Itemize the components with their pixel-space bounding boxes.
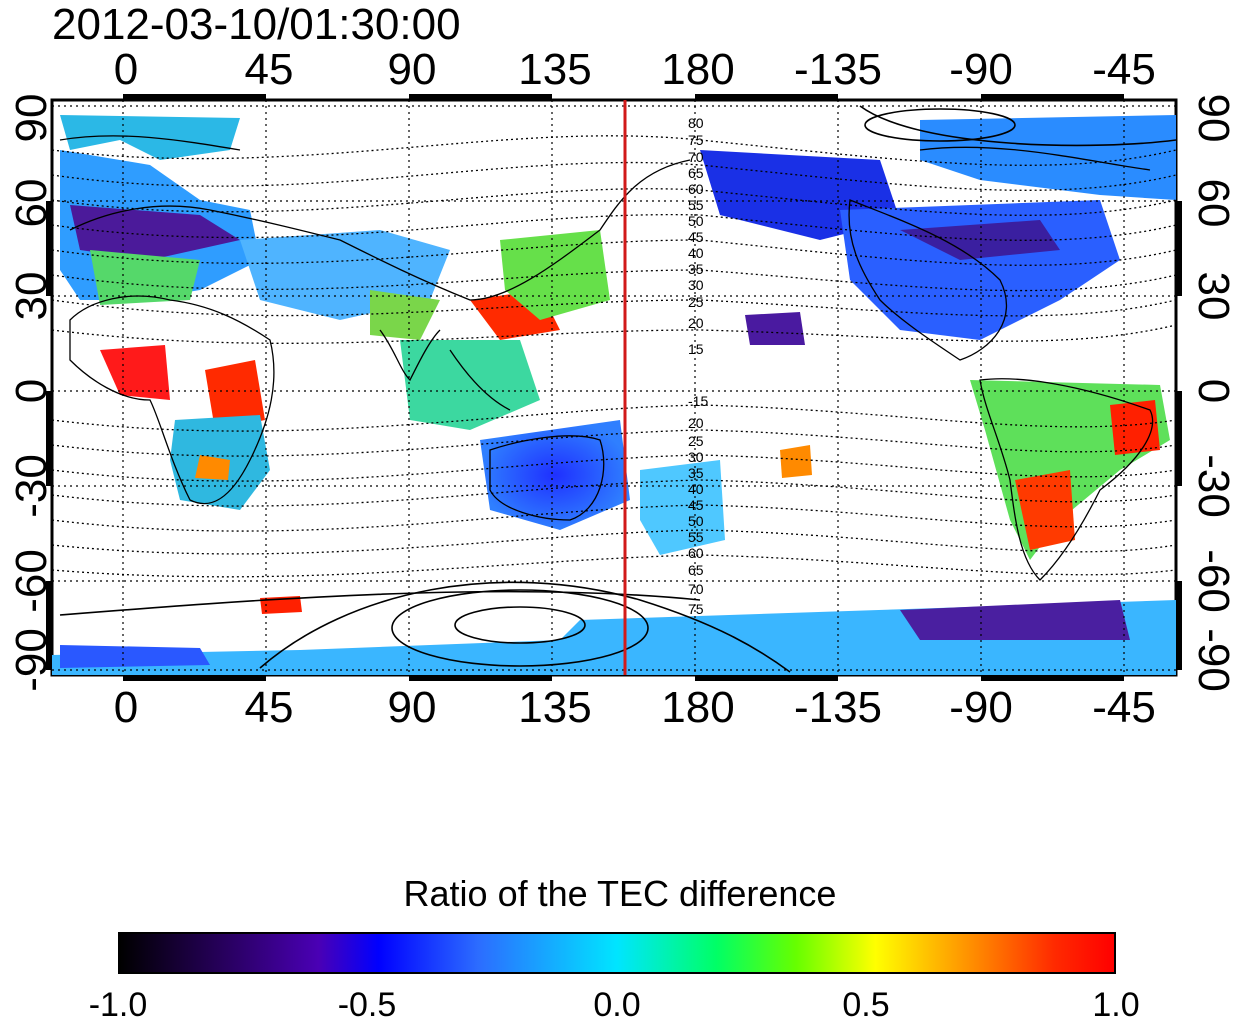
lon-tick-bottom-90: 90 <box>387 683 437 732</box>
polar-contours <box>59 105 1176 673</box>
contour-label-n-20: 20 <box>688 315 704 331</box>
contour-label-s-40: 40 <box>688 481 704 497</box>
lat-tick-right-m90: -90 <box>1189 628 1238 692</box>
lat-tick-left-30: 30 <box>7 271 56 321</box>
contour-label-s-60: 60 <box>688 545 704 561</box>
colorbar-tick-0: 0.0 <box>593 986 641 1024</box>
colorbar <box>118 932 1116 974</box>
colorbar-tick-05: 0.5 <box>842 986 890 1024</box>
contour-label-n-15: 15 <box>688 341 704 357</box>
contour-label-n-40: 40 <box>688 245 704 261</box>
contour-label-n-50: 50 <box>688 213 704 229</box>
coastlines <box>59 135 1154 581</box>
contour-label-n-65: 65 <box>688 165 704 181</box>
lon-tick-bottom-m135: -135 <box>793 683 883 732</box>
colorbar-tick-1: 1.0 <box>1092 986 1140 1024</box>
contour-label-n-25: 25 <box>688 294 704 310</box>
lat-tick-left-m30: -30 <box>7 454 56 518</box>
lon-tick-bottom-m90: -90 <box>949 683 1013 732</box>
lon-tick-bottom-m45: -45 <box>1092 683 1156 732</box>
lon-tick-bottom-180: 180 <box>661 683 735 732</box>
contour-label-n-70: 70 <box>688 149 704 165</box>
contour-label-n-45: 45 <box>688 229 704 245</box>
lat-tick-right-60: 60 <box>1189 178 1238 228</box>
lon-tick-top-m45: -45 <box>1092 45 1156 94</box>
lon-tick-top-135: 135 <box>518 45 592 94</box>
map-title: 2012-03-10/01:30:00 <box>52 0 461 49</box>
colorbar-title: Ratio of the TEC difference <box>403 873 837 914</box>
lat-tick-left-0: 0 <box>7 378 56 404</box>
lon-tick-bottom-45: 45 <box>244 683 294 732</box>
lon-tick-bottom-135: 135 <box>518 683 592 732</box>
colorbar-tick-m1: -1.0 <box>88 986 148 1024</box>
lat-tick-right-30: 30 <box>1189 271 1238 321</box>
axis-tick-bars <box>46 94 1182 681</box>
lon-tick-top-45: 45 <box>244 45 294 94</box>
contour-label-s-35: 35 <box>688 465 704 481</box>
contour-label-n-55: 55 <box>688 197 704 213</box>
lon-tick-bottom-0: 0 <box>113 683 139 732</box>
lat-tick-right-0: 0 <box>1189 378 1238 404</box>
lon-tick-top-m135: -135 <box>793 45 883 94</box>
lat-tick-left-m60: -60 <box>7 549 56 613</box>
contour-label-n-60: 60 <box>688 181 704 197</box>
contour-label-s-75: 75 <box>688 601 704 617</box>
colorbar-tick-m05: -0.5 <box>337 986 397 1024</box>
lon-tick-top-m90: -90 <box>949 45 1013 94</box>
contour-label-s-30: 30 <box>688 449 704 465</box>
lon-tick-top-0: 0 <box>113 45 139 94</box>
lat-tick-left-60: 60 <box>7 178 56 228</box>
lat-tick-right-m30: -30 <box>1189 454 1238 518</box>
magnetic-contours <box>52 135 1176 578</box>
lat-tick-left-m90: -90 <box>7 628 56 692</box>
lat-tick-right-90: 90 <box>1189 93 1238 143</box>
contour-label-n-75: 75 <box>688 132 704 148</box>
contour-label-n-35: 35 <box>688 261 704 277</box>
contour-label-s-45: 45 <box>688 497 704 513</box>
lat-tick-right-m60: -60 <box>1189 549 1238 613</box>
contour-label-s-65: 65 <box>688 562 704 578</box>
contour-label-s-50: 50 <box>688 513 704 529</box>
lat-tick-left-90: 90 <box>7 93 56 143</box>
contour-label-s-25: 25 <box>688 433 704 449</box>
lon-tick-top-90: 90 <box>387 45 437 94</box>
contour-label-s-20: 20 <box>688 415 704 431</box>
contour-label-s-15: -15 <box>688 393 708 409</box>
tec-data-layer <box>52 115 1176 675</box>
lat-lon-grid <box>52 100 1176 675</box>
contour-label-n-30: 30 <box>688 277 704 293</box>
lon-tick-top-180: 180 <box>661 45 735 94</box>
contour-label-n-80: 80 <box>688 115 704 131</box>
contour-label-s-70: 70 <box>688 581 704 597</box>
contour-label-s-55: 55 <box>688 529 704 545</box>
